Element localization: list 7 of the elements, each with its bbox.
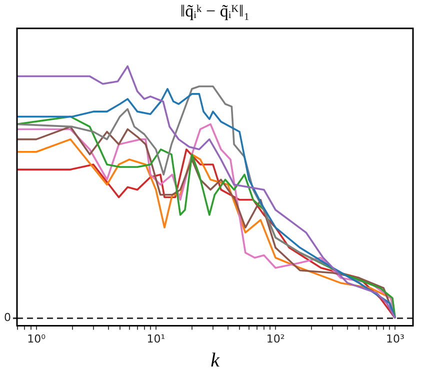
x-tick-label: 10⁰: [27, 332, 46, 346]
ref-line-label: 0: [4, 311, 11, 324]
chart-title: ‖q̃ᵢᵏ − q̃ᵢᴷ‖₁: [180, 2, 250, 21]
x-tick-label: 10³: [386, 332, 404, 346]
x-tick-label: 10¹: [146, 332, 166, 346]
x-tick-label: 10²: [266, 332, 285, 346]
x-axis-title: k: [210, 349, 221, 372]
